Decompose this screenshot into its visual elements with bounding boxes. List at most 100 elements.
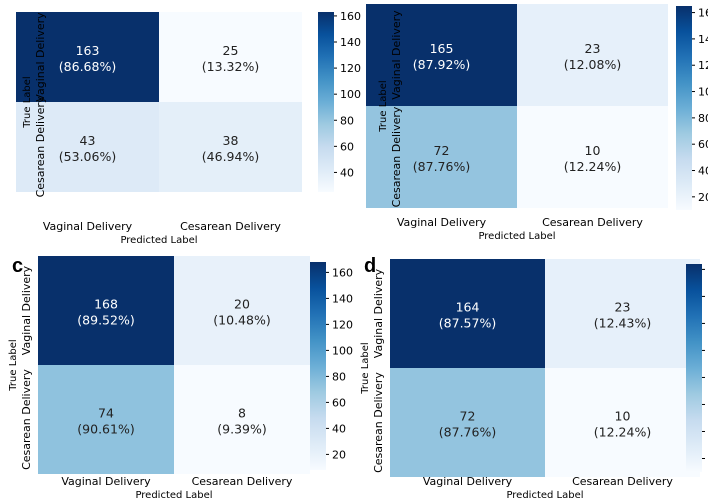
panel-a-cell-1-1-percent: (46.94%) <box>202 149 259 164</box>
panel-a: a163(86.68%)25(13.32%)43(53.06%)38(46.94… <box>16 9 361 246</box>
panel-a-xlabel: Predicted Label <box>120 235 197 246</box>
panel-c: c168(89.52%)20(10.48%)74(90.61%)8(9.39%)… <box>8 255 353 501</box>
panel-a-cell-0-0-percent: (86.68%) <box>59 59 116 74</box>
panel-c-colorbar <box>310 262 326 470</box>
panel-a-cb-tick-1: 60 <box>340 140 354 153</box>
panel-b-ytick-0: Vaginal Delivery <box>390 10 403 100</box>
panel-b-cell-0-0 <box>366 4 517 106</box>
panel-b-cell-0-0-count: 165 <box>430 41 454 56</box>
panel-c-cell-1-0 <box>38 365 174 474</box>
panel-c-cell-0-0-percent: (89.52%) <box>77 313 134 328</box>
panel-d-cell-1-1-count: 10 <box>615 409 631 424</box>
panel-d-xlabel: Predicted Label <box>506 490 583 501</box>
panel-b-cell-0-1-percent: (12.08%) <box>564 57 621 72</box>
panel-a-xtick-1: Cesarean Delivery <box>180 220 281 233</box>
panel-b-cb-tick-6: 140 <box>698 33 708 46</box>
panel-c-ylabel: True Label <box>8 339 19 391</box>
panel-d-ytick-1: Cesarean Delivery <box>372 372 385 473</box>
panel-a-ytick-1: Cesarean Delivery <box>34 96 47 197</box>
panel-d-cell-0-0-percent: (87.57%) <box>439 316 496 331</box>
panel-d-cell-0-1-percent: (12.43%) <box>594 316 651 331</box>
panel-b-xtick-0: Vaginal Delivery <box>397 216 487 229</box>
panel-c-cell-0-1-count: 20 <box>234 297 250 312</box>
panel-a-cell-1-0 <box>16 102 159 192</box>
panel-a-cell-0-1-count: 25 <box>223 43 239 58</box>
panel-b-cb-tick-1: 40 <box>698 165 708 178</box>
panel-c-cb-tick-3: 80 <box>332 370 346 383</box>
panel-c-cell-0-0 <box>38 256 174 365</box>
panel-b-cb-tick-4: 100 <box>698 86 708 99</box>
panel-a-cell-1-0-count: 43 <box>80 133 96 148</box>
panel-c-cb-tick-7: 160 <box>332 266 353 279</box>
panel-a-cb-tick-0: 40 <box>340 166 354 179</box>
panel-b-ytick-1: Cesarean Delivery <box>390 106 403 207</box>
panel-a-cell-1-1-count: 38 <box>223 133 239 148</box>
panel-a-cb-tick-5: 140 <box>340 36 361 49</box>
panel-b-ylabel: True Label <box>378 80 389 132</box>
panel-b-cb-tick-3: 80 <box>698 112 708 125</box>
panel-a-cb-tick-3: 100 <box>340 88 361 101</box>
panel-b-cb-tick-2: 60 <box>698 138 708 151</box>
panel-b-colorbar <box>676 6 692 210</box>
panel-c-cb-tick-2: 60 <box>332 396 346 409</box>
panel-c-cb-tick-5: 120 <box>332 318 353 331</box>
panel-c-cell-1-1 <box>174 365 310 474</box>
panel-a-cell-0-0 <box>16 12 159 102</box>
panel-c-cb-tick-6: 140 <box>332 292 353 305</box>
panel-b-cell-0-1 <box>517 4 668 106</box>
panel-b-cell-1-0 <box>366 106 517 208</box>
panel-c-cell-1-1-percent: (9.39%) <box>217 422 266 437</box>
panel-a-cell-1-1 <box>159 102 302 192</box>
panel-c-cell-1-0-percent: (90.61%) <box>77 422 134 437</box>
panel-c-cb-tick-0: 20 <box>332 448 346 461</box>
panel-a-ytick-0: Vaginal Delivery <box>34 12 47 102</box>
panel-c-ytick-0: Vaginal Delivery <box>20 265 33 355</box>
panel-a-colorbar <box>318 12 334 192</box>
panel-b-xlabel: Predicted Label <box>478 231 555 242</box>
panel-d-cell-1-0-percent: (87.76%) <box>439 425 496 440</box>
panel-a-cell-0-1-percent: (13.32%) <box>202 59 259 74</box>
panel-c-xtick-1: Cesarean Delivery <box>192 475 293 488</box>
panel-a-cell-1-0-percent: (53.06%) <box>59 149 116 164</box>
panel-d-cell-0-1-count: 23 <box>615 300 631 315</box>
panel-b-cell-0-0-percent: (87.92%) <box>413 57 470 72</box>
panel-a-cb-tick-6: 160 <box>340 10 361 23</box>
panel-b-cell-1-0-count: 72 <box>434 143 450 158</box>
panel-d-colorbar <box>686 264 702 472</box>
panel-d-cell-1-0-count: 72 <box>460 409 476 424</box>
panel-d-cell-0-1 <box>545 259 700 368</box>
panel-c-cell-1-0-count: 74 <box>98 406 114 421</box>
panel-d-cell-1-0 <box>390 368 545 477</box>
panel-b-cell-1-1 <box>517 106 668 208</box>
panel-b-cell-0-1-count: 23 <box>585 41 601 56</box>
panel-c-ytick-1: Cesarean Delivery <box>20 369 33 470</box>
panel-a-cell-0-1 <box>159 12 302 102</box>
panel-c-xtick-0: Vaginal Delivery <box>61 475 151 488</box>
panel-b-cb-tick-5: 120 <box>698 59 708 72</box>
panel-d-cell-1-1-percent: (12.24%) <box>594 425 651 440</box>
panel-a-cb-tick-2: 80 <box>340 114 354 127</box>
panel-d-cell-0-0-count: 164 <box>456 300 480 315</box>
panel-c-xlabel: Predicted Label <box>135 490 212 501</box>
panel-b-cell-1-1-percent: (12.24%) <box>564 159 621 174</box>
panel-d-ytick-0: Vaginal Delivery <box>372 268 385 358</box>
panel-c-cell-0-1-percent: (10.48%) <box>213 313 270 328</box>
panel-a-cb-tick-4: 120 <box>340 62 361 75</box>
panel-c-cb-tick-1: 40 <box>332 422 346 435</box>
panel-c-letter: c <box>12 255 23 277</box>
panel-c-cb-tick-4: 100 <box>332 344 353 357</box>
panel-b-cell-1-1-count: 10 <box>585 143 601 158</box>
panel-b-cell-1-0-percent: (87.76%) <box>413 159 470 174</box>
panel-c-cell-1-1-count: 8 <box>238 406 246 421</box>
panel-d-ylabel: True Label <box>360 342 371 394</box>
panel-d-cell-1-1 <box>545 368 700 477</box>
panel-b: b165(87.92%)23(12.08%)72(87.76%)10(12.24… <box>366 4 708 242</box>
panel-d-xtick-0: Vaginal Delivery <box>423 475 513 488</box>
panel-a-ylabel: True Label <box>22 76 33 128</box>
panel-d: d 164(87.57%) 23(12.43%) 72(87.76%) 10(12.24… <box>360 255 705 501</box>
panel-d-cell-0-0 <box>390 259 545 368</box>
panel-a-xtick-0: Vaginal Delivery <box>43 220 133 233</box>
panel-c-cell-0-1 <box>174 256 310 365</box>
panel-b-xtick-1: Cesarean Delivery <box>542 216 643 229</box>
